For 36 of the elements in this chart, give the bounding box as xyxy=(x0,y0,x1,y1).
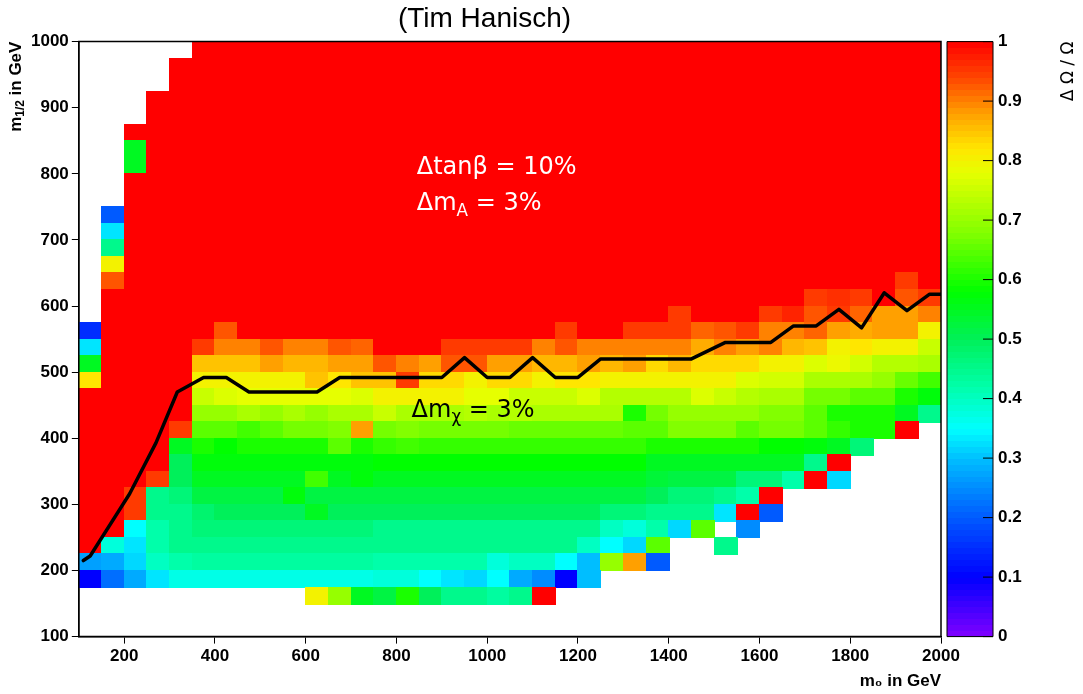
y-axis-title: m1/2 in GeV xyxy=(5,40,28,132)
y-tick-label: 100 xyxy=(40,626,69,646)
x-tick-label: 1800 xyxy=(831,646,870,666)
color-bar-label: 0.7 xyxy=(998,209,1022,229)
x-tick-label: 600 xyxy=(291,646,320,666)
color-bar-label: 0.9 xyxy=(998,90,1022,110)
color-bar-label: 0.4 xyxy=(998,388,1023,408)
color-bar-label: 0.2 xyxy=(998,507,1022,527)
y-tick-label: 500 xyxy=(40,361,69,381)
x-tick-label: 2000 xyxy=(922,646,960,666)
annotation: Δtanβ = 10% xyxy=(416,151,577,180)
color-bar-label: 0 xyxy=(998,626,1008,646)
x-tick-label: 400 xyxy=(200,646,230,666)
y-tick-label: 900 xyxy=(40,97,69,117)
color-bar-label: 0.1 xyxy=(998,566,1022,586)
color-bar-title: Δ Ω / Ω xyxy=(1057,41,1078,102)
color-bar-label: 0.8 xyxy=(998,150,1022,170)
y-tick-label: 200 xyxy=(40,560,69,580)
color-bar-label: 0.3 xyxy=(998,447,1022,467)
y-tick-label: 400 xyxy=(40,427,69,447)
y-tick-label: 800 xyxy=(40,163,69,183)
y-tick-label: 600 xyxy=(40,295,69,315)
x-tick-label: 200 xyxy=(110,646,139,666)
color-bar-label: 0.5 xyxy=(998,328,1022,348)
color-bar-label: 1 xyxy=(998,31,1008,51)
x-tick-label: 1000 xyxy=(468,646,507,666)
color-bar-label: 0.6 xyxy=(998,269,1022,289)
x-tick-label: 1200 xyxy=(559,646,597,666)
x-tick-label: 1400 xyxy=(649,646,688,666)
chart-title: (Tim Hanisch) xyxy=(397,1,572,33)
y-tick-label: 700 xyxy=(40,229,69,249)
x-axis-title: m₀ in GeV xyxy=(859,671,942,691)
x-tick-label: 800 xyxy=(382,646,411,666)
x-tick-label: 1600 xyxy=(740,646,779,666)
y-tick-label: 1000 xyxy=(30,31,69,51)
y-tick-label: 300 xyxy=(40,494,69,514)
